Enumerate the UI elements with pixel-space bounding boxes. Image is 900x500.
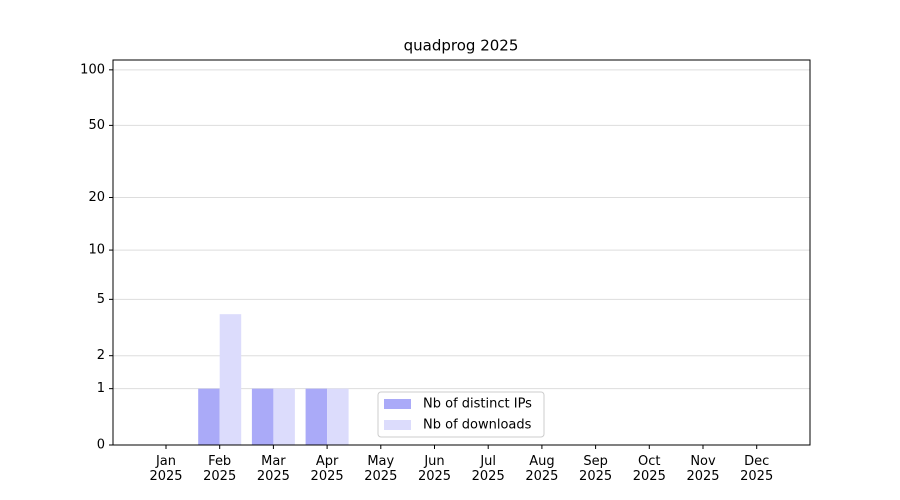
legend-label: Nb of downloads bbox=[423, 418, 532, 433]
bar bbox=[327, 388, 349, 445]
y-tick-label: 5 bbox=[97, 292, 105, 307]
chart-title: quadprog 2025 bbox=[404, 37, 519, 55]
plot-frame bbox=[112, 59, 811, 446]
legend-box bbox=[377, 391, 545, 438]
y-tick-label: 50 bbox=[88, 118, 105, 133]
x-tick-label: Jul 2025 bbox=[471, 454, 505, 484]
bar bbox=[305, 388, 328, 445]
y-tick-label: 2 bbox=[97, 348, 105, 363]
bar bbox=[251, 388, 274, 445]
y-tick-label: 0 bbox=[97, 438, 105, 453]
x-tick-label: May 2025 bbox=[364, 454, 398, 484]
x-tick-label: Oct 2025 bbox=[632, 454, 666, 484]
legend: Nb of distinct IPs Nb of downloads bbox=[377, 391, 545, 438]
x-tick-label: Dec 2025 bbox=[740, 454, 774, 484]
x-tick-label: Mar 2025 bbox=[256, 454, 290, 484]
bar bbox=[273, 388, 295, 445]
bar bbox=[219, 314, 242, 445]
y-tick-label: 100 bbox=[80, 62, 105, 77]
x-tick-label: Aug 2025 bbox=[525, 454, 559, 484]
legend-label: Nb of distinct IPs bbox=[423, 397, 532, 412]
legend-swatch bbox=[384, 399, 411, 409]
x-tick-label: Sep 2025 bbox=[579, 454, 613, 484]
y-tick-label: 1 bbox=[97, 381, 105, 396]
bar bbox=[198, 388, 220, 445]
x-tick-label: Feb 2025 bbox=[203, 454, 237, 484]
x-tick-label: Jun 2025 bbox=[417, 454, 452, 484]
x-tick-label: Nov 2025 bbox=[686, 454, 720, 484]
y-tick-label: 10 bbox=[88, 243, 105, 258]
legend-swatch bbox=[384, 420, 411, 430]
x-tick-label: Jan 2025 bbox=[149, 454, 183, 484]
x-tick-label: Apr 2025 bbox=[310, 454, 344, 484]
y-tick-label: 20 bbox=[88, 190, 105, 205]
